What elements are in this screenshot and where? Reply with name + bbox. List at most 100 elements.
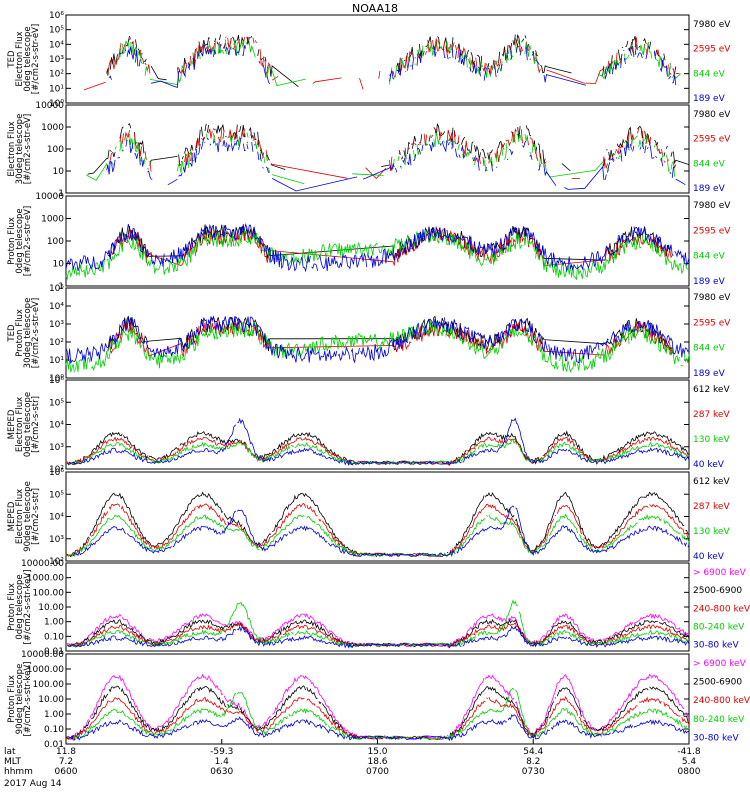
- y-axis-label: 30deg telescope: [23, 298, 33, 369]
- y-tick-label: 100.00: [33, 588, 65, 598]
- panel-frame: [65, 14, 690, 104]
- series-line: [67, 625, 690, 649]
- panel-8: 0.01 0.10 1.00 10.00 100.00 1000.00 10000.00 Pr…: [7, 650, 750, 750]
- x-tick-label: -59.3: [210, 747, 233, 757]
- y-tick-label: 10¹: [49, 356, 64, 366]
- series-line: [106, 42, 677, 88]
- y-tick-label: 10: [53, 260, 65, 270]
- legend-entry: 287 keV: [693, 502, 730, 512]
- series-line: [72, 505, 690, 558]
- legend-entry: 30-80 keV: [693, 641, 739, 651]
- legend-entry: 7980 eV: [693, 201, 731, 211]
- y-axis-label: 90deg telescope: [15, 664, 25, 735]
- legend-entry: 612 keV: [693, 385, 730, 395]
- y-tick-label: 10³: [49, 55, 64, 65]
- series-line: [86, 132, 687, 183]
- y-axis-label: [#/cm2-s-str]: [31, 396, 41, 453]
- y-tick-label: 10³: [49, 535, 64, 545]
- y-axis-label: Proton Flux: [7, 675, 17, 723]
- y-tick-label: 1.00: [44, 710, 64, 720]
- x-tick-label: 0730: [522, 767, 545, 777]
- y-tick-label: 0.01: [44, 647, 64, 657]
- x-tick-label: 7.2: [59, 757, 73, 767]
- panels: 10⁰ 10¹ 10² 10³ 10⁴ 10⁵ 10⁶ TED Electron Flux 0de…: [7, 11, 750, 750]
- y-tick-label: 10⁵: [49, 284, 64, 294]
- series-line: [65, 315, 690, 364]
- y-axis-label: MEPED: [7, 409, 17, 439]
- legend-entry: 844 eV: [693, 159, 726, 169]
- y-tick-label: 10000: [35, 101, 64, 111]
- x-tick-label: -41.8: [677, 747, 701, 757]
- y-tick-label: 1000.00: [27, 574, 64, 584]
- y-tick-label: 10⁶: [49, 468, 64, 478]
- y-tick-label: 10⁵: [49, 26, 64, 36]
- y-axis-label: Electron Flux: [15, 397, 25, 452]
- y-tick-label: 10²: [49, 70, 64, 80]
- legend-entry: 287 keV: [693, 410, 730, 420]
- y-tick-label: 10000.00: [21, 650, 64, 660]
- y-tick-label: 0.01: [44, 740, 64, 750]
- legend-entry: 130 keV: [693, 435, 730, 445]
- y-tick-label: 10⁶: [49, 11, 64, 21]
- series-line: [65, 229, 690, 281]
- y-tick-label: 0.10: [44, 632, 64, 642]
- legend-entry: 2595 eV: [693, 45, 731, 55]
- y-axis-label: Proton Flux: [15, 309, 25, 357]
- chart-title: NOAA18: [352, 2, 398, 15]
- y-axis-label: 0deg telescope: [15, 574, 25, 639]
- panel-frame: [65, 104, 690, 194]
- y-tick-label: 10²: [49, 465, 64, 475]
- y-axis-label: Proton Flux: [7, 583, 17, 631]
- x-tick-label: 1.4: [215, 757, 230, 767]
- legend-entry: 7980 eV: [693, 20, 731, 30]
- series-line: [107, 228, 673, 267]
- x-tick-label: 18.6: [367, 757, 387, 767]
- legend-entry: 40 keV: [693, 460, 725, 470]
- legend-entry: > 6900 keV: [693, 659, 747, 669]
- legend-entry: 2595 eV: [693, 226, 731, 236]
- x-tick-label: 0600: [55, 767, 78, 777]
- time-axis-row-label: MLT: [4, 757, 22, 767]
- y-tick-label: 1: [58, 282, 64, 292]
- series-line: [65, 320, 690, 373]
- y-axis-label: TED: [7, 50, 17, 69]
- legend-entry: 80-240 keV: [693, 715, 745, 725]
- y-tick-label: 10⁴: [49, 421, 64, 431]
- y-axis-label: TED: [7, 324, 17, 343]
- x-tick-label: 54.4: [523, 747, 543, 757]
- x-tick-label: 15.0: [367, 747, 387, 757]
- y-axis-label: [#/cm2-s-str]: [31, 488, 41, 545]
- y-tick-label: 10: [53, 167, 65, 177]
- y-tick-label: 10⁰: [49, 374, 64, 384]
- series-line: [65, 673, 690, 741]
- series-line: [65, 491, 690, 558]
- y-tick-label: 10⁴: [49, 513, 64, 523]
- legend-entry: 240-800 keV: [693, 696, 750, 706]
- legend-entry: 189 eV: [693, 94, 726, 104]
- y-tick-label: 1000: [41, 123, 64, 133]
- x-tick-label: 11.8: [56, 747, 76, 757]
- y-axis-label: 0deg telescope: [23, 26, 33, 91]
- y-tick-label: 100: [47, 237, 64, 247]
- y-axis-label: [#/cm2-s-str-keV]: [23, 570, 33, 645]
- y-axis-label: [#/cm2-s-str-eV]: [23, 206, 33, 276]
- x-tick-label: 5.4: [682, 757, 697, 767]
- legend-entry: 189 eV: [693, 184, 726, 194]
- y-tick-label: 10000: [35, 192, 64, 202]
- panel-7: 0.01 0.10 1.00 10.00 100.00 1000.00 10000.00 Pr…: [7, 559, 750, 657]
- x-tick-label: 0700: [366, 767, 389, 777]
- y-tick-label: 1000.00: [27, 665, 64, 675]
- series-line: [67, 417, 690, 467]
- series-line: [67, 714, 690, 742]
- time-axis-row-label: hhmm: [4, 767, 33, 777]
- y-axis-label: [#/cm2-s-str-eV]: [31, 24, 41, 94]
- y-tick-label: 10³: [49, 320, 64, 330]
- y-axis-label: 0deg telescope: [15, 208, 25, 273]
- y-tick-label: 10⁶: [49, 376, 64, 386]
